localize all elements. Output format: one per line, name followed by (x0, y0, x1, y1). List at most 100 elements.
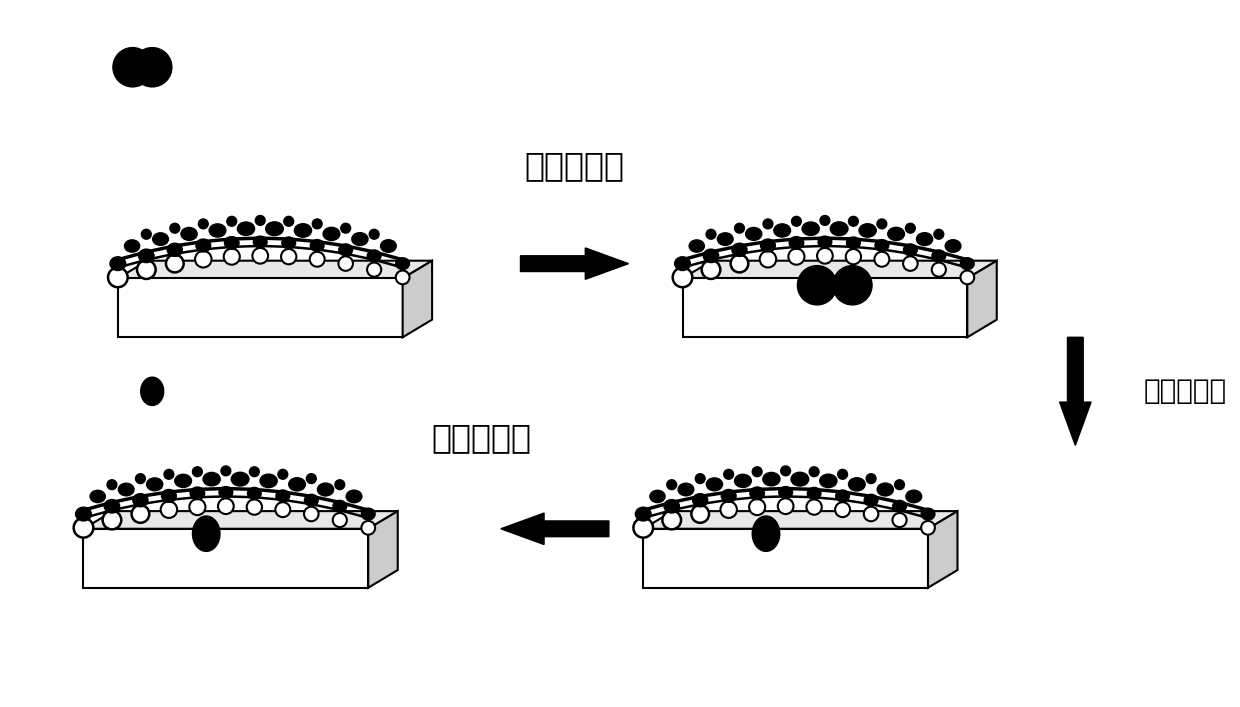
Circle shape (810, 467, 818, 477)
Circle shape (141, 229, 151, 239)
Ellipse shape (932, 250, 946, 262)
Circle shape (848, 216, 858, 226)
Circle shape (218, 498, 233, 514)
Circle shape (905, 223, 915, 233)
Ellipse shape (310, 240, 324, 252)
Polygon shape (83, 511, 398, 529)
Ellipse shape (675, 257, 691, 271)
Polygon shape (928, 511, 957, 588)
Ellipse shape (253, 236, 267, 248)
Circle shape (131, 505, 149, 522)
Ellipse shape (678, 483, 694, 496)
Text: 氢原子扩散: 氢原子扩散 (432, 421, 531, 454)
Circle shape (221, 466, 231, 476)
Ellipse shape (248, 487, 262, 499)
Circle shape (367, 262, 381, 276)
Ellipse shape (396, 258, 409, 269)
Circle shape (934, 229, 944, 239)
Circle shape (107, 480, 117, 489)
Circle shape (304, 507, 319, 521)
Ellipse shape (859, 223, 877, 237)
Ellipse shape (192, 516, 219, 551)
Circle shape (833, 266, 872, 305)
Polygon shape (1060, 337, 1091, 445)
Ellipse shape (210, 224, 226, 237)
Ellipse shape (875, 240, 889, 252)
Ellipse shape (237, 222, 254, 235)
Circle shape (136, 260, 156, 279)
Circle shape (791, 216, 801, 226)
Ellipse shape (196, 239, 211, 252)
Ellipse shape (317, 483, 334, 496)
Ellipse shape (139, 249, 154, 262)
Circle shape (170, 223, 180, 233)
Ellipse shape (332, 501, 347, 512)
Circle shape (113, 47, 153, 87)
Circle shape (135, 474, 145, 484)
Circle shape (133, 47, 172, 87)
Ellipse shape (203, 472, 221, 486)
Ellipse shape (367, 250, 381, 262)
Ellipse shape (763, 472, 780, 486)
Circle shape (797, 266, 837, 305)
Ellipse shape (820, 474, 837, 488)
Ellipse shape (802, 222, 820, 235)
Ellipse shape (153, 233, 169, 245)
Ellipse shape (916, 233, 932, 245)
Ellipse shape (818, 236, 832, 248)
Circle shape (874, 252, 889, 267)
Circle shape (195, 251, 212, 267)
Ellipse shape (146, 478, 162, 491)
Circle shape (760, 251, 776, 267)
Ellipse shape (750, 487, 764, 500)
Circle shape (198, 219, 208, 229)
Ellipse shape (324, 228, 340, 240)
Ellipse shape (167, 243, 182, 257)
Circle shape (961, 271, 975, 284)
Circle shape (190, 499, 206, 515)
Ellipse shape (219, 486, 233, 498)
Ellipse shape (104, 500, 120, 513)
Ellipse shape (888, 228, 904, 240)
Polygon shape (118, 279, 403, 337)
Ellipse shape (346, 490, 362, 503)
Circle shape (749, 499, 765, 515)
Ellipse shape (774, 224, 791, 237)
Circle shape (662, 510, 681, 530)
Circle shape (921, 521, 935, 534)
Ellipse shape (745, 228, 761, 240)
Circle shape (672, 267, 692, 287)
Ellipse shape (693, 493, 708, 507)
Circle shape (278, 469, 288, 479)
Circle shape (877, 219, 887, 229)
Ellipse shape (945, 240, 961, 252)
Circle shape (108, 267, 128, 287)
Ellipse shape (224, 237, 239, 249)
Polygon shape (682, 279, 967, 337)
Ellipse shape (76, 507, 92, 521)
Polygon shape (118, 261, 432, 279)
Ellipse shape (305, 494, 319, 506)
Polygon shape (403, 261, 432, 337)
Ellipse shape (381, 240, 397, 252)
Ellipse shape (124, 240, 140, 252)
Ellipse shape (294, 223, 311, 237)
Circle shape (73, 518, 93, 537)
Circle shape (846, 249, 861, 264)
Ellipse shape (807, 487, 821, 499)
Text: 氢分子扩散: 氢分子扩散 (525, 149, 625, 182)
Ellipse shape (734, 474, 751, 487)
Ellipse shape (831, 222, 848, 235)
Ellipse shape (877, 483, 893, 496)
Circle shape (720, 501, 737, 518)
Circle shape (361, 521, 376, 534)
Circle shape (103, 510, 122, 530)
Circle shape (284, 216, 294, 226)
Polygon shape (501, 513, 609, 544)
Circle shape (893, 513, 906, 527)
Circle shape (864, 507, 878, 521)
Circle shape (894, 480, 904, 489)
Circle shape (396, 271, 409, 284)
Circle shape (789, 249, 805, 264)
Polygon shape (521, 248, 629, 279)
